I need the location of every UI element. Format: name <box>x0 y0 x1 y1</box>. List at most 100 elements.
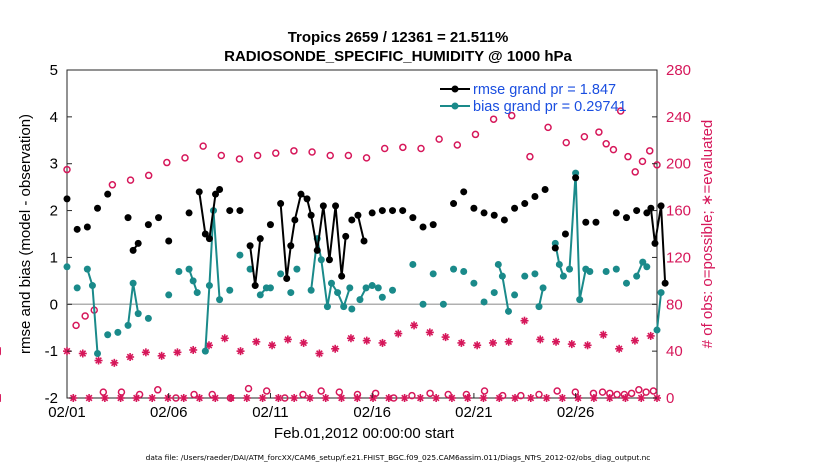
obs-possible-point <box>480 387 489 395</box>
rmse-point <box>551 244 559 252</box>
bias-series <box>63 169 665 357</box>
rmse-point <box>409 214 417 222</box>
bias-point <box>317 256 325 264</box>
obs-possible-point <box>144 171 153 180</box>
bias-point <box>602 267 610 275</box>
obs-evaluated-point <box>384 394 393 402</box>
obs-evaluated-point <box>353 394 362 402</box>
obs-possible-point <box>81 312 89 320</box>
legend-rmse-label: rmse grand pr = 1.847 <box>473 82 616 98</box>
bias-point <box>639 258 647 266</box>
bias-point <box>643 263 651 271</box>
obs-evaluated-point <box>258 394 267 402</box>
bias-point <box>531 270 539 278</box>
obs-evaluated-point <box>195 394 204 402</box>
obs-possible-point <box>181 154 189 162</box>
obs-evaluated-point <box>646 331 655 340</box>
bias-point <box>256 291 264 299</box>
bias-point <box>460 267 468 275</box>
bias-point <box>657 289 665 297</box>
obs-possible-point <box>417 144 425 153</box>
obs-evaluated-point <box>504 337 513 346</box>
rmse-point <box>277 200 285 208</box>
obs-evaluated-point <box>236 347 245 356</box>
obs-possible-point <box>253 151 262 160</box>
rmse-point <box>129 246 137 254</box>
bias-point <box>494 260 502 268</box>
bias-point <box>470 279 478 287</box>
obs-possible-point <box>526 152 534 161</box>
rmse-point <box>541 185 549 193</box>
bias-point <box>144 314 152 322</box>
obs-evaluated-point <box>163 394 172 402</box>
obs-evaluated-point <box>337 394 346 402</box>
rmse-point <box>348 216 356 224</box>
obs-possible-point <box>508 111 516 120</box>
obs-evaluated-point <box>78 349 87 358</box>
left-tick-label: 0 <box>50 296 58 313</box>
chart-title-line1: Tropics 2659 / 12361 = 21.511% <box>288 29 509 46</box>
bias-point <box>323 303 331 311</box>
rmse-point <box>378 207 386 215</box>
left-tick-label: -1 <box>45 343 58 360</box>
rmse-series <box>63 174 669 290</box>
left-tick-label: 2 <box>50 203 58 220</box>
obs-possible-point <box>653 161 661 169</box>
obs-possible-series <box>63 107 661 402</box>
obs-possible-point <box>616 107 625 115</box>
rmse-point <box>63 195 71 203</box>
obs-possible-point <box>362 154 371 162</box>
bias-point <box>356 296 364 304</box>
bias-point <box>511 291 519 299</box>
bias-point <box>419 300 427 308</box>
bias-point <box>576 296 584 304</box>
bias-point <box>134 310 142 318</box>
bias-point <box>622 279 630 287</box>
x-axis: 02/01 02/06 02/11 02/16 02/21 02/26 <box>48 393 594 421</box>
obs-possible-point <box>602 140 610 148</box>
rmse-point <box>521 200 529 208</box>
rmse-point <box>661 279 669 287</box>
bias-point <box>216 296 224 304</box>
left-tick-label: 5 <box>50 62 58 79</box>
obs-possible-point <box>638 157 647 166</box>
rmse-point <box>622 214 630 222</box>
obs-evaluated-point <box>425 328 434 337</box>
bias-point <box>439 300 447 308</box>
obs-evaluated-point <box>441 333 450 342</box>
left-tick-label: 4 <box>50 109 58 126</box>
bias-point <box>94 349 102 357</box>
obs-evaluated-point <box>416 394 425 402</box>
rmse-point <box>201 230 209 238</box>
x-tick-label: 02/26 <box>557 404 595 421</box>
rmse-point <box>342 232 350 240</box>
bias-point <box>633 272 641 280</box>
obs-possible-point <box>190 390 198 399</box>
obs-possible-point <box>299 390 307 399</box>
obs-evaluated-point <box>274 394 283 402</box>
bias-point <box>521 272 529 280</box>
rmse-point <box>313 246 321 254</box>
obs-evaluated-point <box>520 316 529 325</box>
obs-evaluated-series <box>0 316 661 402</box>
obs-evaluated-point <box>299 338 308 347</box>
bias-point <box>480 298 488 306</box>
obs-possible-point <box>380 144 389 153</box>
obs-evaluated-point <box>615 344 624 353</box>
bias-point <box>535 303 543 311</box>
obs-evaluated-point <box>100 394 109 402</box>
obs-possible-point <box>595 128 603 136</box>
bias-point <box>559 272 567 280</box>
bias-point <box>293 265 301 273</box>
obs-possible-point <box>535 390 543 399</box>
rmse-point <box>470 204 478 212</box>
obs-possible-point <box>645 147 654 155</box>
rmse-point <box>368 209 376 217</box>
obs-evaluated-point <box>141 348 150 357</box>
obs-evaluated-point <box>495 394 504 402</box>
bias-point <box>348 305 356 313</box>
right-tick-label: 40 <box>666 343 683 360</box>
bias-point <box>129 279 137 287</box>
obs-possible-point <box>631 168 639 176</box>
rmse-point <box>291 216 299 224</box>
